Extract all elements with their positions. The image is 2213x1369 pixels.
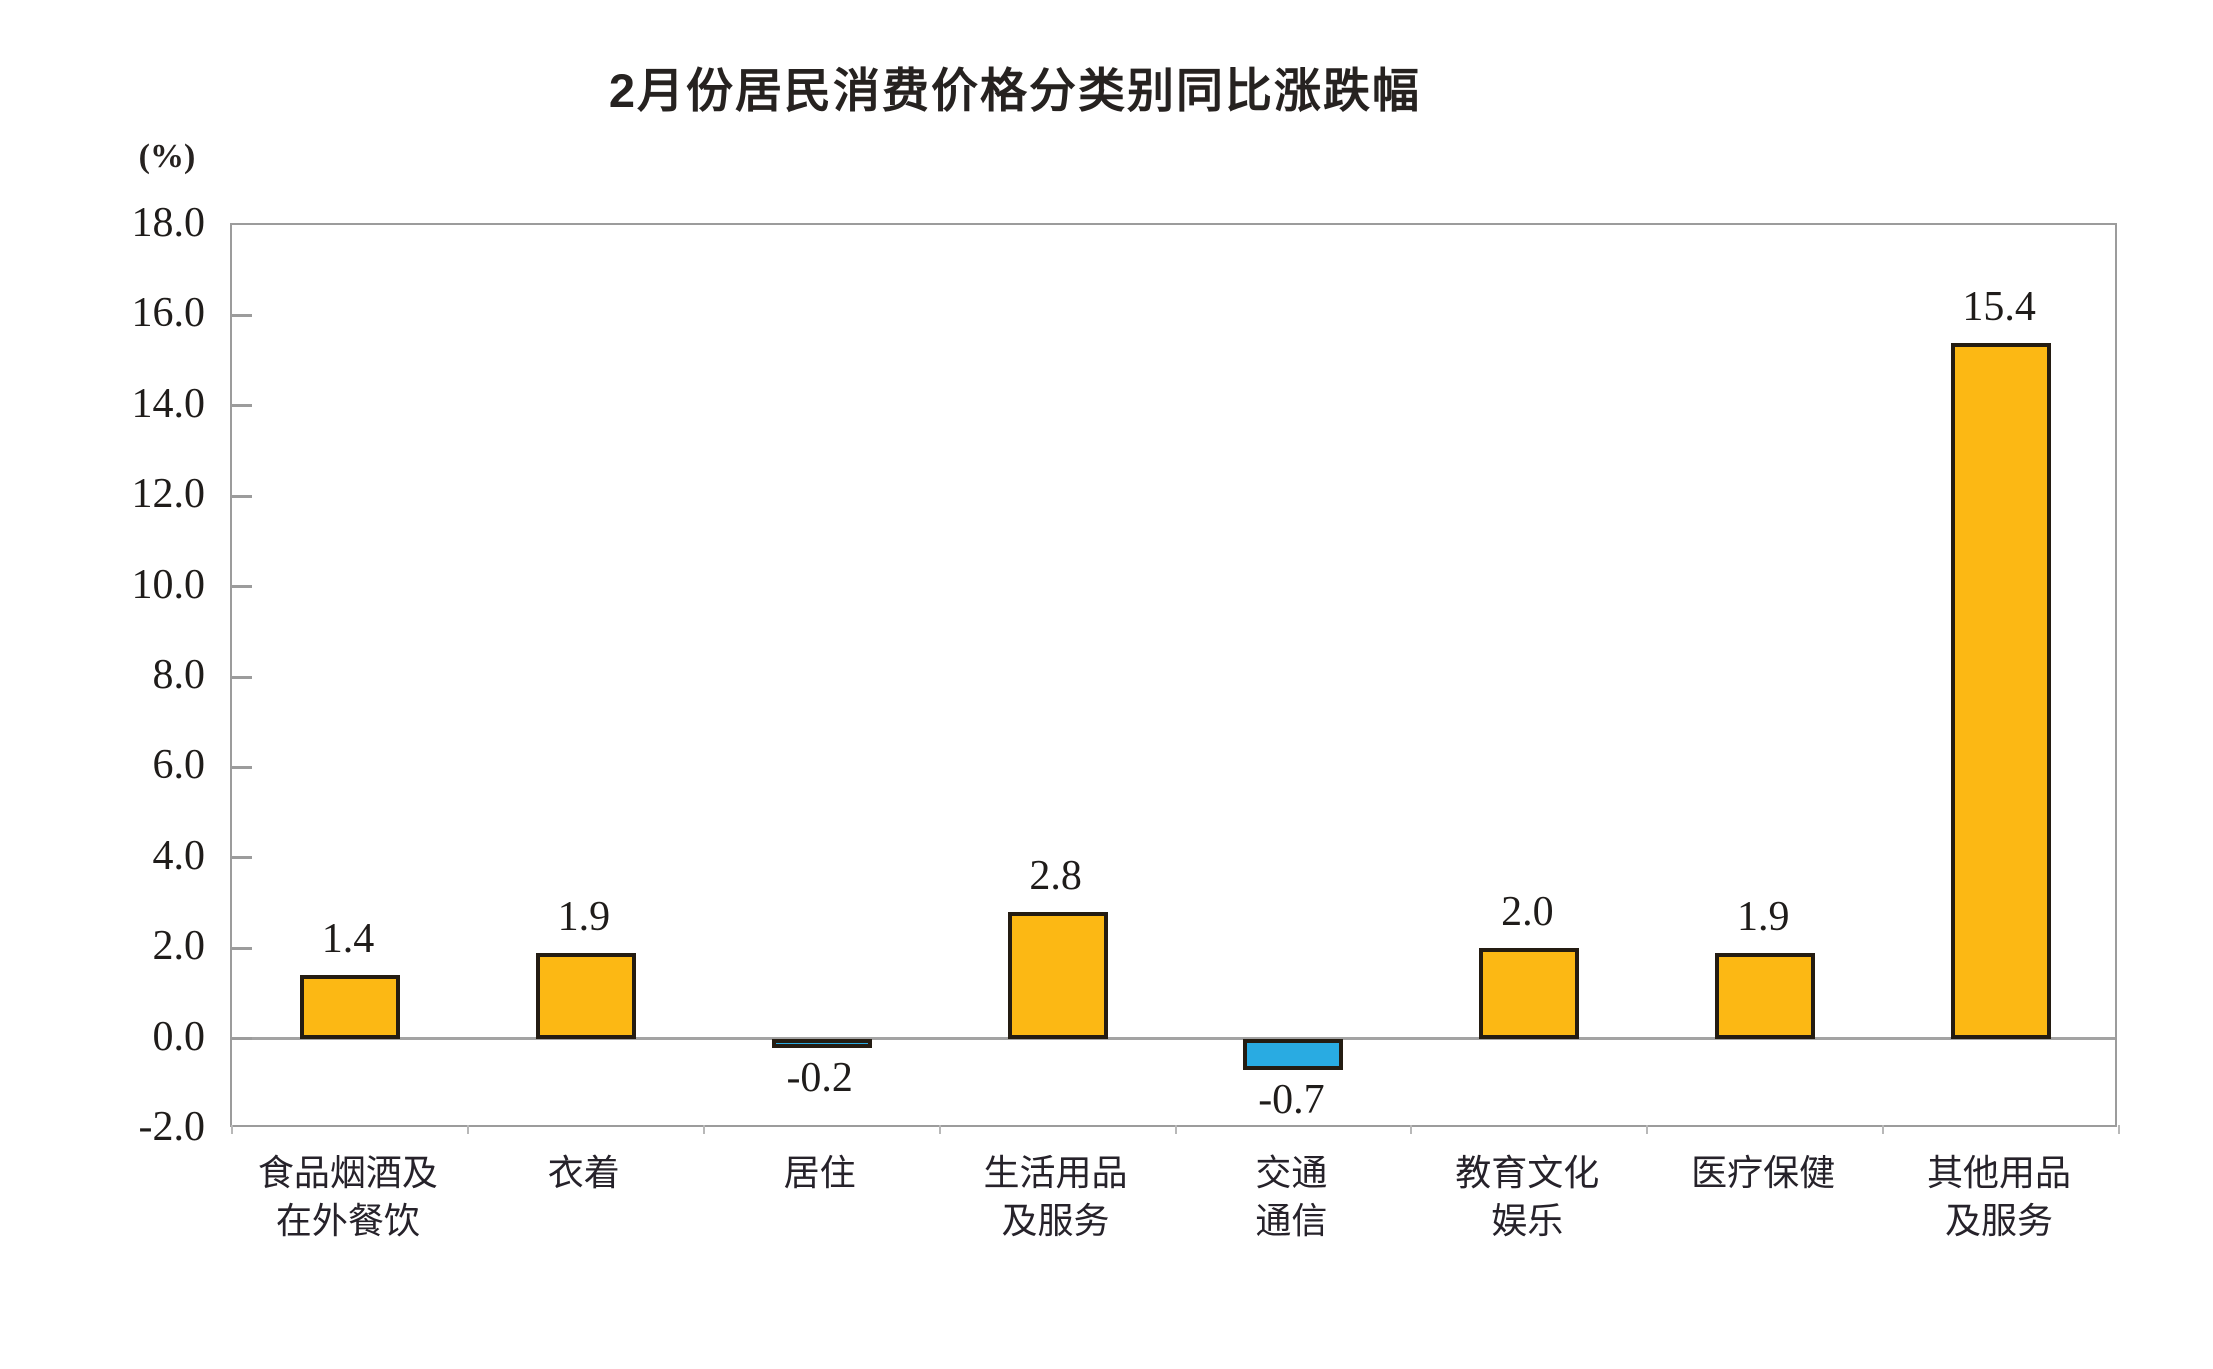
- x-tick-mark: [2118, 1125, 2120, 1134]
- category-label-line: 居住: [783, 1152, 856, 1193]
- y-tick-label: 10.0: [131, 561, 206, 608]
- bar-value-label: 1.9: [557, 893, 611, 940]
- y-tick-mark: [232, 856, 252, 860]
- y-tick-mark: [232, 404, 252, 408]
- bar-value-label: 2.8: [1029, 853, 1082, 900]
- y-tick-label: 12.0: [131, 471, 206, 518]
- bar-value-label: 15.4: [1962, 283, 2036, 330]
- y-tick-label: 6.0: [152, 742, 206, 789]
- category-label-line: 及服务: [1945, 1199, 2054, 1241]
- bar-value-label: -0.7: [1258, 1077, 1325, 1124]
- x-tick-mark: [1174, 1125, 1177, 1134]
- y-tick-mark: [232, 585, 252, 589]
- bar-生活用品及服务: [1007, 912, 1108, 1039]
- zero-axis-line: [232, 1037, 2115, 1041]
- category-label-其他用品及服务: 其他用品 及服务: [1881, 1149, 2117, 1244]
- x-tick-mark: [938, 1125, 941, 1134]
- y-tick-label: 18.0: [131, 200, 206, 246]
- category-label-医疗保健: 医疗保健: [1645, 1149, 1881, 1197]
- bar-食品烟酒及在外餐饮: [299, 975, 400, 1039]
- category-label-衣着: 衣着: [466, 1149, 702, 1197]
- bar-医疗保健: [1715, 952, 1816, 1039]
- category-label-line: 娱乐: [1491, 1199, 1564, 1241]
- y-tick-label: 2.0: [152, 923, 206, 970]
- category-label-line: 生活用品: [983, 1152, 1128, 1193]
- x-tick-mark: [466, 1125, 469, 1134]
- x-tick-mark: [1882, 1125, 1885, 1134]
- category-label-line: 及服务: [1001, 1199, 1110, 1241]
- category-label-居住: 居住: [702, 1149, 938, 1197]
- y-tick-mark: [232, 675, 252, 679]
- bar-value-label: 1.9: [1736, 893, 1790, 940]
- y-tick-mark: [232, 1037, 252, 1041]
- category-label-line: 教育文化: [1455, 1152, 1600, 1193]
- y-tick-label: -2.0: [138, 1104, 206, 1150]
- bar-其他用品及服务: [1951, 342, 2052, 1039]
- bar-value-label: -0.2: [786, 1054, 853, 1101]
- category-label-line: 医疗保健: [1691, 1152, 1836, 1193]
- bar-交通通信: [1243, 1038, 1344, 1071]
- y-tick-label: 4.0: [152, 832, 206, 879]
- category-label-生活用品及服务: 生活用品 及服务: [938, 1149, 1174, 1244]
- chart-title: 2月份居民消费价格分类别同比涨跌幅: [608, 64, 1422, 117]
- category-label-line: 食品烟酒及: [257, 1152, 438, 1193]
- y-tick-label: 14.0: [131, 380, 206, 427]
- y-tick-label: 0.0: [152, 1013, 206, 1060]
- y-tick-mark: [232, 765, 252, 769]
- category-label-line: 交通: [1255, 1152, 1328, 1193]
- y-tick-mark: [232, 313, 252, 317]
- y-tick-label: 16.0: [131, 290, 206, 337]
- category-label-食品烟酒及在外餐饮: 食品烟酒及 在外餐饮: [230, 1149, 466, 1244]
- y-tick-mark: [232, 494, 252, 498]
- x-tick-mark: [1410, 1125, 1413, 1134]
- category-label-line: 通信: [1255, 1199, 1328, 1241]
- x-tick-mark: [231, 1125, 233, 1134]
- y-axis-unit-label: (%): [138, 138, 196, 175]
- category-label-line: 其他用品: [1927, 1152, 2072, 1193]
- y-tick-mark: [232, 946, 252, 950]
- plot-area: [230, 223, 2120, 1134]
- bar-衣着: [535, 952, 636, 1039]
- category-label-line: 在外餐饮: [275, 1199, 420, 1241]
- category-label-教育文化娱乐: 教育文化 娱乐: [1409, 1149, 1645, 1244]
- bar-教育文化娱乐: [1479, 948, 1580, 1039]
- bar-value-label: 1.4: [321, 916, 375, 963]
- bar-居住: [771, 1038, 872, 1048]
- y-tick-label: 8.0: [152, 652, 206, 698]
- x-tick-mark: [1646, 1125, 1649, 1134]
- x-tick-mark: [702, 1125, 705, 1134]
- bar-value-label: 2.0: [1501, 889, 1554, 936]
- category-label-line: 衣着: [547, 1152, 620, 1193]
- category-label-交通通信: 交通 通信: [1173, 1149, 1409, 1244]
